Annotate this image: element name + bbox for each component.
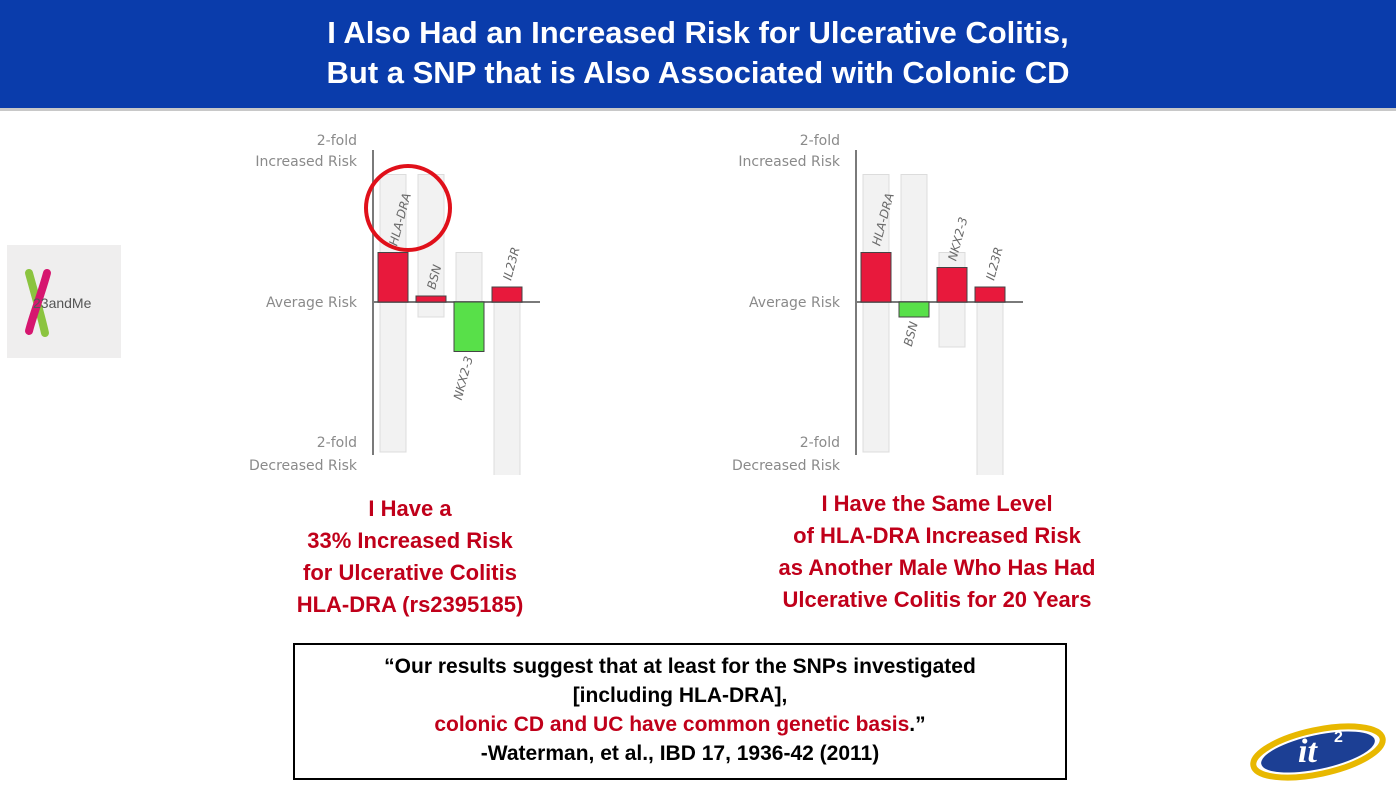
y-label-bottom-2: Decreased Risk	[249, 458, 358, 474]
y-label-top-1: 2-fold	[317, 133, 357, 149]
value-bar-nkx2-3	[936, 267, 968, 303]
risk-chart-left-svg: 2-fold Increased Risk Average Risk 2-fold De…	[249, 133, 540, 475]
gene-label-il23r: IL23R	[500, 245, 522, 281]
y-label-middle: Average Risk	[749, 295, 841, 311]
slide-title-line-1: I Also Had an Increased Risk for Ulcerat…	[327, 15, 1069, 50]
range-bar	[379, 174, 407, 453]
y-label-middle: Average Risk	[266, 295, 358, 311]
gene-label-bsn: BSN	[424, 263, 444, 291]
slide-header: I Also Had an Increased Risk for Ulcerat…	[0, 0, 1396, 111]
caption-left-line: 33% Increased Risk	[307, 528, 513, 553]
value-bar-nkx2-3	[453, 301, 485, 352]
quote-line-1: “Our results suggest that at least for t…	[384, 655, 976, 678]
quote-line-3: colonic CD and UC have common genetic ba…	[295, 710, 1065, 739]
caption-left: I Have a 33% Increased Risk for Ulcerati…	[250, 493, 570, 621]
y-label-bottom-1: 2-fold	[317, 435, 357, 451]
it2-logo-text: it	[1298, 733, 1318, 770]
caption-right: I Have the Same Level of HLA-DRA Increas…	[712, 488, 1162, 616]
value-bar-bsn	[415, 295, 447, 303]
it2-logo: it 2	[1246, 712, 1394, 787]
risk-chart-left: 2-fold Increased Risk Average Risk 2-fold De…	[235, 125, 555, 475]
slide-title-line-2: But a SNP that is Also Associated with C…	[326, 55, 1070, 90]
caption-right-line: I Have the Same Level	[821, 491, 1053, 516]
range-bar	[976, 286, 1004, 475]
y-label-top-1: 2-fold	[800, 133, 840, 149]
risk-chart-right-svg: 2-fold Increased Risk Average Risk 2-fold De…	[732, 133, 1023, 475]
quote-line-2: [including HLA-DRA],	[572, 684, 788, 707]
caption-left-line: HLA-DRA (rs2395185)	[296, 592, 524, 617]
value-bar-bsn	[898, 301, 930, 318]
quote-line-3-end: .”	[909, 713, 926, 736]
highlight-circle	[364, 164, 452, 252]
citation-quote-box: “Our results suggest that at least for t…	[293, 643, 1067, 780]
gene-label-il23r: IL23R	[983, 245, 1005, 281]
caption-right-line: Ulcerative Colitis for 20 Years	[782, 587, 1092, 612]
gene-label-bsn: BSN	[901, 320, 921, 348]
value-bar-hla-dra	[377, 252, 409, 303]
caption-right-line: of HLA-DRA Increased Risk	[793, 523, 1081, 548]
it2-swoosh-icon: it 2	[1250, 723, 1386, 781]
quote-highlight: colonic CD and UC have common genetic ba…	[434, 713, 910, 736]
range-bar	[900, 174, 928, 318]
y-label-bottom-2: Decreased Risk	[732, 458, 841, 474]
caption-left-line: for Ulcerative Colitis	[303, 560, 517, 585]
range-bar	[493, 286, 521, 475]
it2-logo-superscript: 2	[1334, 729, 1343, 746]
caption-right-line: as Another Male Who Has Had	[778, 555, 1096, 580]
value-bar-il23r	[491, 286, 523, 303]
gene-label-nkx2-3: NKX2-3	[945, 216, 970, 263]
23andme-x-icon	[25, 269, 51, 337]
gene-label-nkx2-3: NKX2-3	[451, 355, 476, 402]
y-label-top-2: Increased Risk	[738, 154, 840, 170]
23andme-logo-text: 23andMe	[33, 295, 92, 311]
y-label-bottom-1: 2-fold	[800, 435, 840, 451]
risk-chart-right: 2-fold Increased Risk Average Risk 2-fold De…	[718, 125, 1038, 475]
23andme-logo: 23andMe	[7, 245, 121, 358]
caption-left-line: I Have a	[368, 496, 452, 521]
y-label-top-2: Increased Risk	[255, 154, 357, 170]
range-bar	[862, 174, 890, 453]
quote-citation: -Waterman, et al., IBD 17, 1936-42 (2011…	[480, 742, 880, 765]
value-bar-il23r	[974, 286, 1006, 303]
value-bar-hla-dra	[860, 252, 892, 303]
